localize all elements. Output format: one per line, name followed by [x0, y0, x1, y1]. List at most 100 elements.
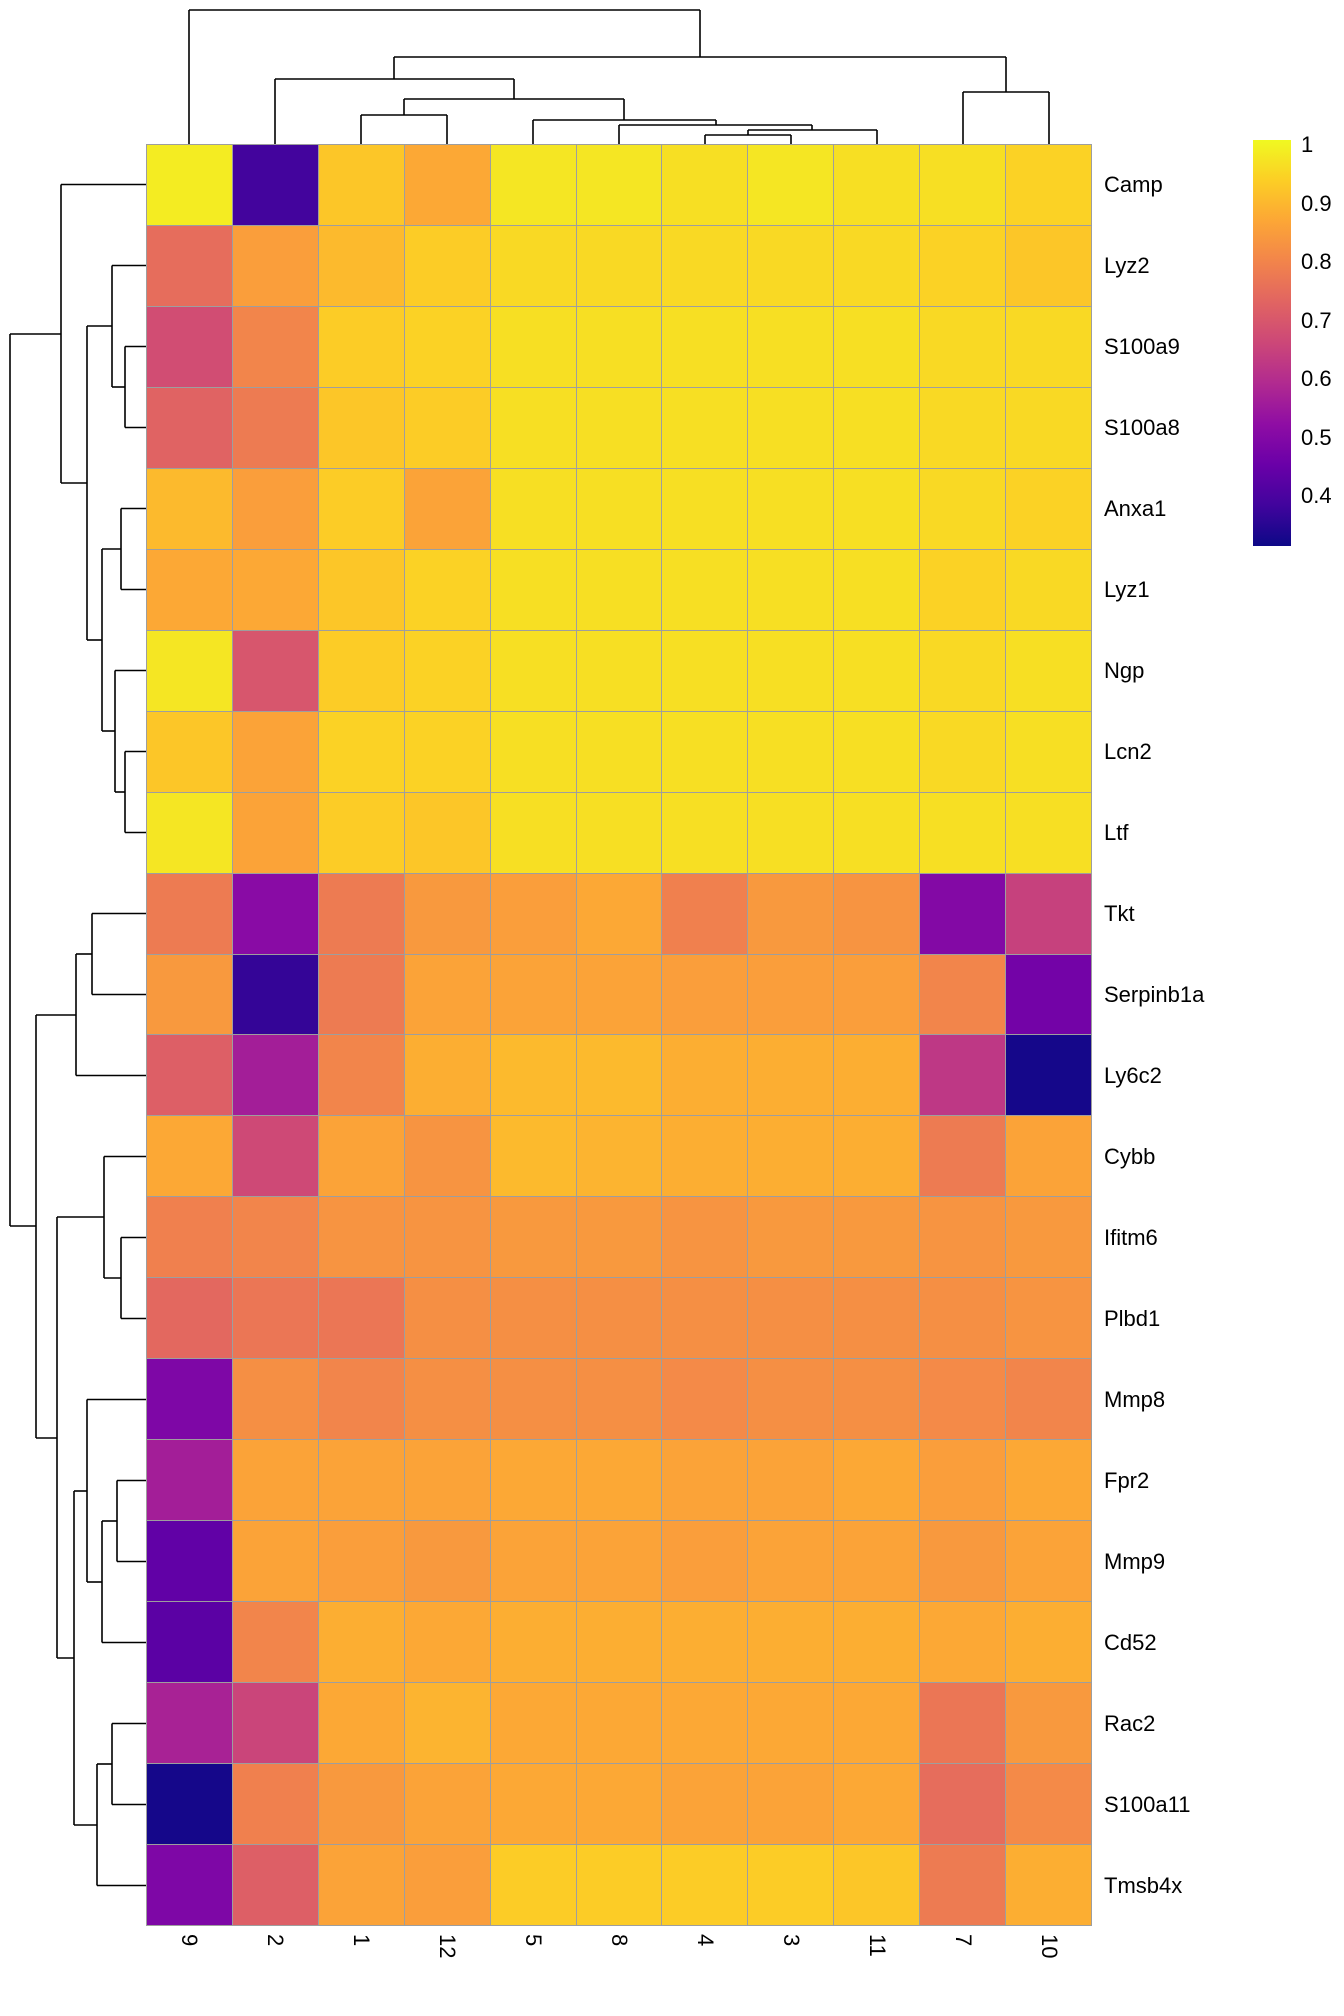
heatmap-cell [490, 711, 576, 792]
heatmap-cell [318, 873, 404, 954]
row-label: Anxa1 [1104, 495, 1167, 521]
row-label: Tkt [1104, 900, 1135, 926]
heatmap-cell [232, 1521, 318, 1602]
legend-tick-label: 0.4 [1301, 483, 1332, 508]
heatmap-cell [576, 145, 662, 225]
row-label: Lyz1 [1104, 576, 1150, 602]
heatmap-cell [834, 468, 920, 549]
heatmap-cell [1006, 1764, 1091, 1845]
heatmap-cell [404, 1197, 490, 1278]
col-label: 1 [349, 1934, 374, 1947]
heatmap-cell [576, 873, 662, 954]
heatmap-cell [748, 468, 834, 549]
heatmap-cell [834, 1035, 920, 1116]
heatmap-cell [232, 1602, 318, 1683]
heatmap-cell [404, 1521, 490, 1602]
heatmap-cell [232, 1683, 318, 1764]
heatmap-cell [748, 1440, 834, 1521]
heatmap-cell [576, 1197, 662, 1278]
heatmap-cell [232, 1197, 318, 1278]
legend-tick-label: 0.8 [1301, 249, 1332, 274]
heatmap-cell [920, 1521, 1006, 1602]
row-label: Lyz2 [1104, 252, 1150, 278]
heatmap-cell [576, 792, 662, 873]
col-label: 3 [779, 1934, 804, 1947]
row-label: Ifitm6 [1104, 1224, 1158, 1250]
row-label: Rac2 [1104, 1710, 1156, 1736]
heatmap-cell [490, 145, 576, 225]
heatmap-cell [490, 1602, 576, 1683]
heatmap-cell [662, 630, 748, 711]
heatmap-cell [576, 306, 662, 387]
heatmap-cell [662, 145, 748, 225]
heatmap-cell [834, 145, 920, 225]
row-label: Ngp [1104, 657, 1145, 683]
heatmap-cell [748, 1683, 834, 1764]
heatmap-cell [834, 1845, 920, 1925]
heatmap-cell [147, 1197, 232, 1278]
heatmap-cell [662, 1440, 748, 1521]
heatmap-cell [748, 1845, 834, 1925]
heatmap-cell [318, 306, 404, 387]
heatmap-cell [1006, 1440, 1091, 1521]
col-label: 2 [263, 1934, 288, 1947]
legend-tick-label: 1 [1301, 132, 1314, 157]
heatmap-cell [1006, 225, 1091, 306]
heatmap-cell [576, 549, 662, 630]
row-labels: Camp Lyz2 S100a9 S100a8 Anxa1 Lyz1 Ngp Lcn2 Ltf T… [1104, 144, 1334, 1926]
heatmap-cell [404, 711, 490, 792]
heatmap-cell [834, 792, 920, 873]
heatmap-cell [490, 1035, 576, 1116]
heatmap-cell [920, 549, 1006, 630]
heatmap-cell [232, 1845, 318, 1925]
heatmap-cell [404, 145, 490, 225]
heatmap-cell [662, 468, 748, 549]
heatmap-cell [232, 873, 318, 954]
legend-tick-label: 0.6 [1301, 366, 1332, 391]
heatmap-cell [404, 792, 490, 873]
heatmap-cell [232, 1764, 318, 1845]
heatmap-cell [147, 1035, 232, 1116]
row-label: Mmp8 [1104, 1386, 1166, 1412]
heatmap-cell [490, 468, 576, 549]
heatmap-cell [232, 630, 318, 711]
heatmap-cell [834, 1197, 920, 1278]
heatmap-cell [662, 1764, 748, 1845]
heatmap-cell [490, 1197, 576, 1278]
heatmap-cell [232, 954, 318, 1035]
heatmap-cell [318, 1035, 404, 1116]
heatmap-cell [920, 792, 1006, 873]
heatmap-cell [404, 630, 490, 711]
heatmap-cell [147, 549, 232, 630]
heatmap-cell [318, 1359, 404, 1440]
heatmap-cell [232, 1278, 318, 1359]
col-label: 10 [1037, 1934, 1062, 1959]
row-label: Mmp9 [1104, 1548, 1166, 1574]
heatmap-cell [576, 711, 662, 792]
legend-tick-label: 0.7 [1301, 307, 1332, 333]
heatmap-cell [232, 387, 318, 468]
heatmap-cell [318, 1845, 404, 1925]
heatmap-cell [147, 306, 232, 387]
heatmap-cell [576, 1359, 662, 1440]
heatmap-cell [834, 954, 920, 1035]
heatmap-cell [404, 1845, 490, 1925]
heatmap-cell [147, 1440, 232, 1521]
heatmap-cell [576, 1278, 662, 1359]
heatmap-cell [920, 306, 1006, 387]
heatmap-cell [748, 954, 834, 1035]
heatmap-cell [490, 1683, 576, 1764]
heatmap-cell [748, 145, 834, 225]
heatmap-cell [490, 1116, 576, 1197]
heatmap-cell [318, 630, 404, 711]
heatmap-cell [318, 1521, 404, 1602]
row-label: S100a8 [1104, 414, 1180, 440]
legend-tick-label: 0.5 [1301, 424, 1332, 450]
heatmap-cell [1006, 711, 1091, 792]
row-label: S100a9 [1104, 333, 1180, 359]
heatmap-cell [404, 225, 490, 306]
heatmap-cell [662, 1116, 748, 1197]
heatmap-cell [1006, 1278, 1091, 1359]
heatmap-cell [920, 1683, 1006, 1764]
heatmap-cell [920, 1845, 1006, 1925]
